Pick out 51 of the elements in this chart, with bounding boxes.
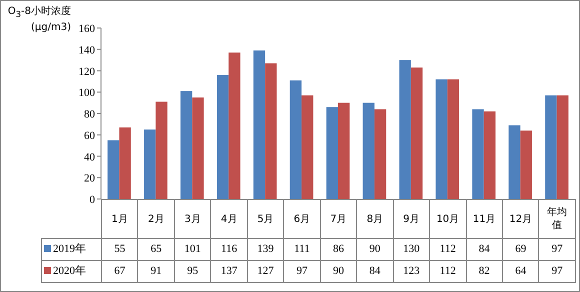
data-label: 84 xyxy=(356,260,394,282)
data-label: 69 xyxy=(502,238,539,260)
legend-label: 2019年 xyxy=(42,238,102,260)
x-tick-label: 12月 xyxy=(502,200,539,238)
data-label: 130 xyxy=(393,238,430,260)
data-label: 97 xyxy=(538,238,576,260)
data-label: 82 xyxy=(466,260,502,282)
data-label: 90 xyxy=(356,238,394,260)
data-label: 116 xyxy=(210,238,248,260)
data-label: 139 xyxy=(247,238,284,260)
x-tick-label: 2月 xyxy=(138,200,174,238)
data-label: 112 xyxy=(430,238,466,260)
x-tick-label: 10月 xyxy=(430,200,466,238)
y-tick-label: 140 xyxy=(78,44,96,56)
data-label: 95 xyxy=(174,260,211,282)
data-label: 111 xyxy=(284,238,320,260)
data-label: 97 xyxy=(538,260,576,282)
x-tick-label: 11月 xyxy=(466,200,502,238)
data-label: 137 xyxy=(210,260,248,282)
x-tick-label: 9月 xyxy=(393,200,430,238)
data-label: 97 xyxy=(284,260,320,282)
y-tick-label: 40 xyxy=(84,151,96,164)
y-tick-label: 60 xyxy=(84,130,96,142)
data-label: 101 xyxy=(174,238,211,260)
data-label: 65 xyxy=(138,238,174,260)
x-tick-label: 5月 xyxy=(247,200,284,238)
x-tick-label: 年均值 xyxy=(538,200,576,238)
y-tick-label: 120 xyxy=(78,66,96,78)
data-label: 91 xyxy=(138,260,174,282)
x-tick-label: 6月 xyxy=(284,200,320,238)
y-tick-label: 0 xyxy=(90,194,96,206)
data-label: 127 xyxy=(247,260,284,282)
data-label: 112 xyxy=(430,260,466,282)
x-tick-label: 4月 xyxy=(210,200,248,238)
y-tick-label: 100 xyxy=(78,87,96,100)
data-label: 123 xyxy=(393,260,430,282)
legend-label: 2020年 xyxy=(42,260,102,282)
data-label: 84 xyxy=(466,238,502,260)
y-tick-label: 20 xyxy=(84,172,96,185)
x-tick-label: 7月 xyxy=(320,200,357,238)
data-label: 64 xyxy=(502,260,539,282)
x-tick-label: 8月 xyxy=(356,200,394,238)
x-tick-label: 1月 xyxy=(102,200,138,238)
x-tick-label: 3月 xyxy=(174,200,211,238)
data-label: 55 xyxy=(102,238,138,260)
data-label: 67 xyxy=(102,260,138,282)
y-axis-title: O$_{3}$-8小时浓度(μg/m3) xyxy=(6,5,71,35)
data-label: 90 xyxy=(320,260,357,282)
y-tick-label: 80 xyxy=(84,108,96,120)
data-label: 86 xyxy=(320,238,357,260)
y-tick-label: 160 xyxy=(78,23,96,35)
